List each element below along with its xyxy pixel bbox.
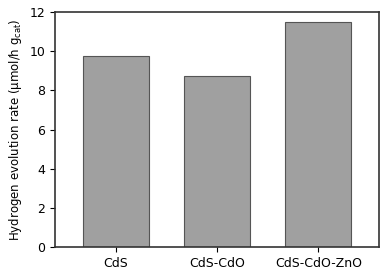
- Bar: [83, 56, 149, 247]
- Y-axis label: Hydrogen evolution rate (μmol/h g$_{\mathrm{cat}}$): Hydrogen evolution rate (μmol/h g$_{\mat…: [7, 18, 24, 241]
- Bar: [285, 22, 351, 247]
- Bar: [184, 76, 250, 247]
